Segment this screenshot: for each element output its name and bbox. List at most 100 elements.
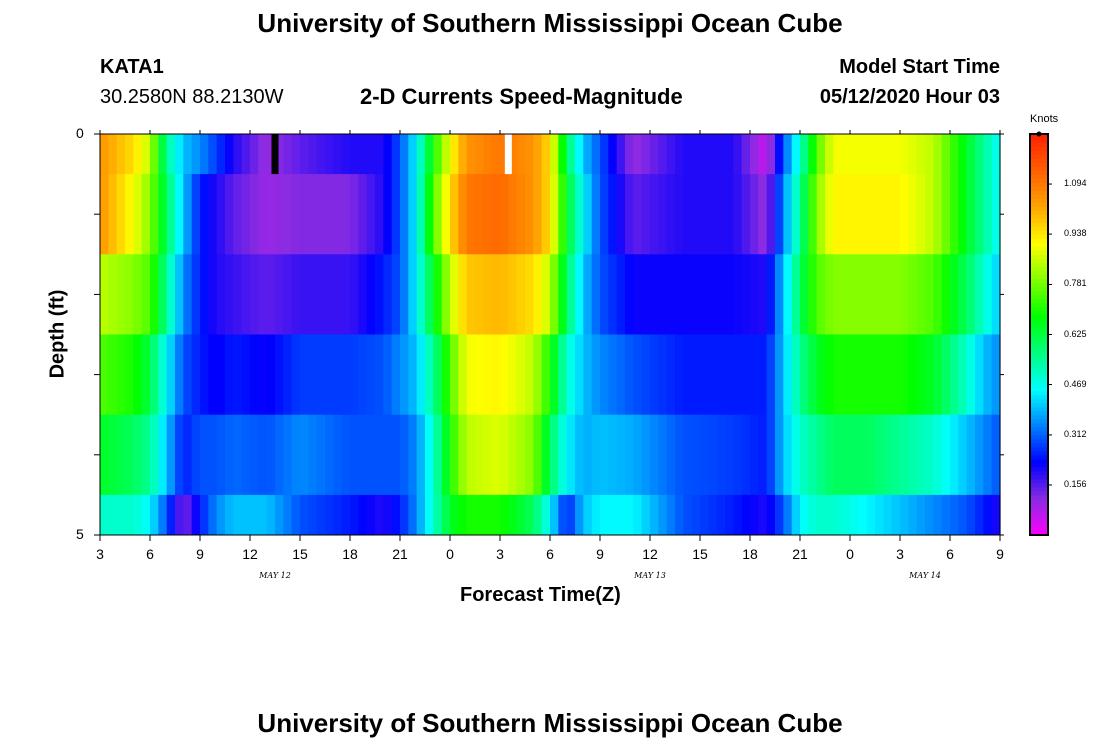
heatmap-cell [416, 174, 426, 255]
colorbar-segment [1030, 170, 1048, 175]
heatmap-cell [283, 414, 293, 496]
heatmap-cell [183, 134, 193, 175]
colorbar-segment [1030, 214, 1048, 219]
date-label: MAY 12 [259, 571, 291, 580]
heatmap-cell [408, 414, 418, 496]
heatmap-cell [175, 174, 184, 255]
heatmap-cell [583, 134, 593, 175]
x-tick-label: 0 [846, 546, 854, 562]
heatmap-cell [300, 174, 309, 255]
colorbar-segment [1030, 230, 1048, 235]
heatmap-cell [366, 134, 376, 175]
heatmap-cell [350, 494, 359, 536]
heatmap-cell [633, 254, 643, 335]
heatmap-cell [891, 334, 901, 416]
colorbar-segment [1030, 482, 1048, 488]
x-tick-label: 21 [792, 546, 808, 562]
heatmap-cell [516, 494, 526, 536]
colorbar-segment [1030, 318, 1048, 324]
heatmap-cell [600, 494, 609, 536]
heatmap-cell [225, 494, 234, 536]
heatmap-cell [991, 134, 1001, 175]
heatmap-cell [275, 174, 284, 255]
heatmap-cell [975, 134, 984, 175]
heatmap-cell [775, 254, 784, 335]
heatmap-cell [316, 134, 326, 175]
heatmap-cell [866, 254, 876, 335]
date-label: MAY 13 [634, 571, 666, 580]
heatmap-cell [683, 174, 693, 255]
heatmap-cell [616, 134, 626, 175]
heatmap-cell [691, 334, 701, 416]
heatmap-cell [391, 174, 401, 255]
heatmap-cell [925, 334, 934, 416]
heatmap-cell [258, 174, 268, 255]
heatmap-cell [266, 414, 276, 496]
heatmap-cell [975, 414, 984, 496]
heatmap-cell [225, 334, 234, 416]
heatmap-cell [233, 334, 243, 416]
heatmap-cell [816, 494, 826, 536]
heatmap-cell [941, 414, 951, 496]
heatmap-cell [791, 254, 801, 335]
heatmap-cell [158, 254, 168, 335]
heatmap-cell [341, 494, 351, 536]
heatmap-cell [133, 134, 143, 175]
heatmap-cell [525, 254, 534, 335]
heatmap-cell [550, 494, 559, 536]
heatmap-cell [625, 134, 634, 175]
colorbar-segment [1030, 206, 1048, 211]
heatmap-cell [258, 334, 268, 416]
heatmap-cell [441, 334, 451, 416]
heatmap-cell [741, 414, 751, 496]
heatmap-cell [458, 134, 468, 175]
heatmap-cell [325, 334, 334, 416]
heatmap-cell [400, 134, 409, 175]
heatmap-cell [108, 494, 118, 536]
x-tick-label: 15 [292, 546, 308, 562]
heatmap-cell [875, 494, 884, 536]
heatmap-cell [825, 174, 834, 255]
heatmap-cell [608, 254, 618, 335]
colorbar-tick-label: 0.312 [1064, 428, 1087, 439]
heatmap-cell [675, 494, 684, 536]
heatmap-cell [166, 254, 176, 335]
heatmap-cell [758, 254, 768, 335]
heatmap-cell [900, 134, 909, 175]
heatmap-cell [733, 334, 743, 416]
heatmap-cell [691, 134, 701, 175]
heatmap-cell [275, 254, 284, 335]
heatmap-cell [750, 414, 759, 496]
heatmap-cell [908, 174, 918, 255]
colorbar-segment [1030, 342, 1048, 348]
heatmap-cell [350, 134, 359, 175]
heatmap-cell [425, 254, 434, 335]
heatmap-cell [466, 334, 476, 416]
heatmap-cell [258, 134, 268, 175]
heatmap-cell [808, 494, 818, 536]
heatmap-cell [683, 254, 693, 335]
heatmap-cell [850, 254, 859, 335]
heatmap-cell [200, 254, 209, 335]
heatmap-cell [133, 414, 143, 496]
heatmap-cell [716, 334, 726, 416]
heatmap-cell [291, 254, 301, 335]
x-tick-label: 3 [496, 546, 504, 562]
heatmap-cell [708, 254, 718, 335]
heatmap-cell [958, 174, 968, 255]
heatmap-cell [266, 334, 276, 416]
heatmap-cell [641, 174, 651, 255]
heatmap-cell [108, 134, 118, 175]
heatmap-cell [425, 174, 434, 255]
date-label: MAY 14 [909, 571, 941, 580]
heatmap-cell [466, 254, 476, 335]
heatmap-cell [300, 414, 309, 496]
colorbar-segment [1030, 146, 1048, 151]
heatmap-cell [466, 174, 476, 255]
heatmap-cell [416, 494, 426, 536]
heatmap-cell [525, 174, 534, 255]
heatmap-cell [458, 174, 468, 255]
heatmap-cell [766, 334, 776, 416]
heatmap-cell [166, 174, 176, 255]
heatmap-cell [341, 174, 351, 255]
